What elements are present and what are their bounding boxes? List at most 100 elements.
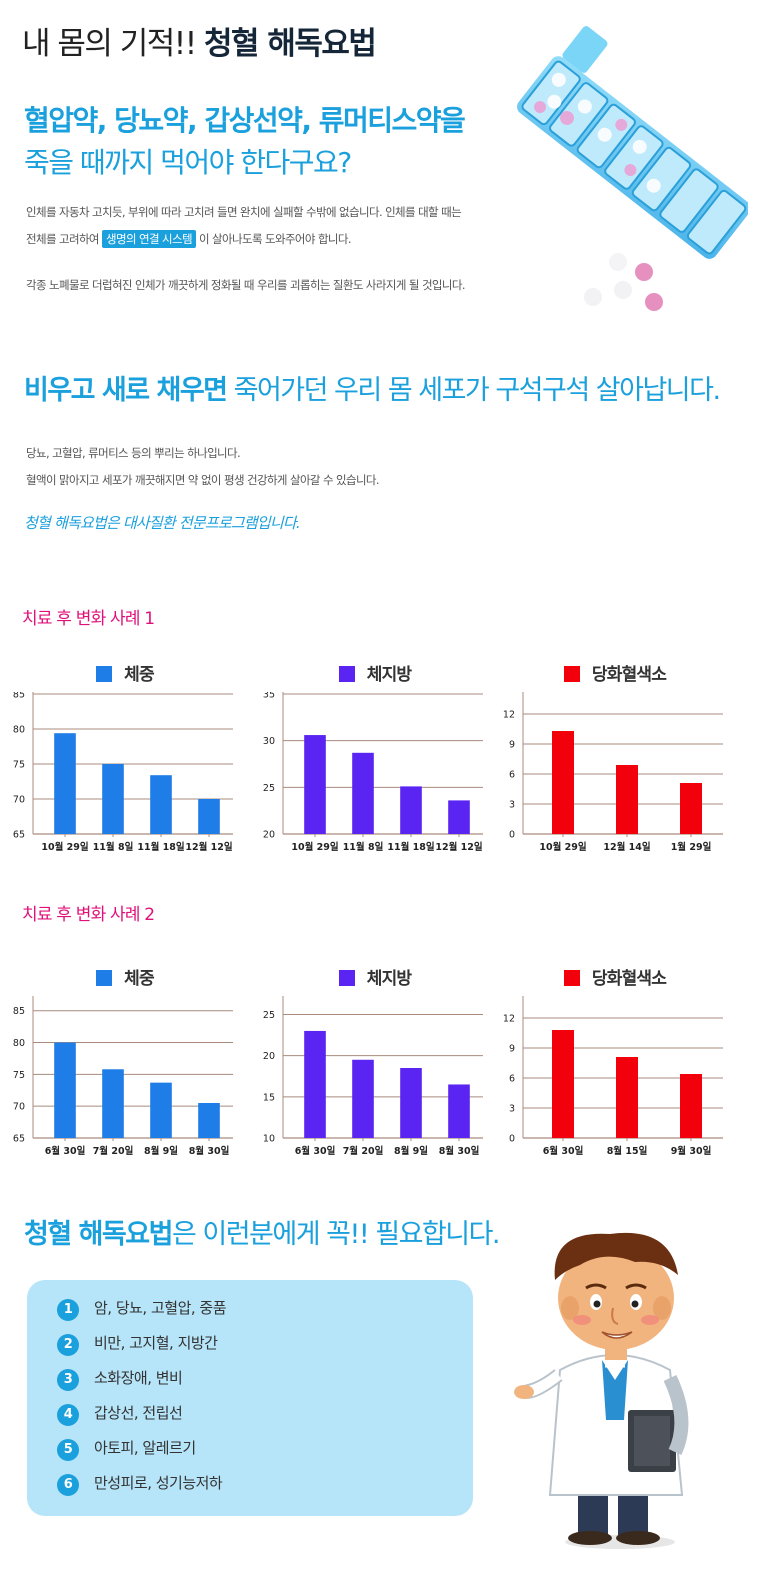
page-title: 내 몸의 기적!! 청혈 해독요법: [22, 18, 377, 63]
chart-legend: 당화혈색소: [495, 660, 735, 685]
x-tick-label: 1월 29일: [671, 841, 712, 853]
needs-list: 1 암, 당뇨, 고혈압, 중품 2 비만, 고지혈, 지방간 3 소화장애, 변비 …: [27, 1280, 473, 1516]
x-tick-label: 7월 20일: [93, 1145, 134, 1157]
bar: [552, 731, 574, 834]
x-tick-label: 10월 29일: [41, 841, 88, 853]
number-badge: 6: [57, 1474, 79, 1496]
y-tick-label: 9: [509, 1044, 515, 1055]
y-tick-label: 65: [13, 830, 25, 841]
list-item: 4 갑상선, 전립선: [57, 1402, 183, 1426]
legend-label: 체중: [124, 969, 154, 989]
y-tick-label: 75: [13, 760, 25, 771]
number-badge: 2: [57, 1334, 79, 1356]
x-tick-label: 8월 30일: [439, 1145, 480, 1157]
x-tick-label: 12월 14일: [603, 841, 650, 853]
number-badge: 3: [57, 1369, 79, 1391]
legend-swatch: [96, 970, 113, 986]
legend-swatch: [96, 666, 113, 682]
legend-swatch: [338, 666, 355, 682]
section2-line2: 혈액이 맑아지고 세포가 깨끗해지면 약 없이 평생 건강하게 살아갈 수 있습…: [26, 473, 380, 487]
list-item: 2 비만, 고지혈, 지방간: [57, 1332, 218, 1356]
x-tick-label: 10월 29일: [539, 841, 586, 853]
legend-label: 체지방: [366, 665, 412, 685]
chart-case2-hba1c: 당화혈색소 0 3 6 9 12 6월 30일 8월 15일 9월 30일: [495, 956, 735, 1176]
program-tagline: 청혈 해독요법은 대사질환 전문프로그램입니다.: [24, 514, 301, 532]
list-item: 6 만성피로, 성기능저하: [57, 1472, 223, 1496]
intro-headline: 혈압약, 당뇨약, 갑상선약, 류머티스약을 죽을 때까지 먹어야 한다구요?: [24, 100, 466, 184]
y-tick-label: 15: [263, 1092, 275, 1103]
legend-swatch: [563, 970, 580, 986]
legend-label: 체중: [124, 665, 154, 685]
chart-legend: 체중: [5, 964, 245, 989]
y-tick-label: 6: [509, 770, 515, 781]
list-item: 5 아토피, 알레르기: [57, 1437, 196, 1461]
intro-paragraph-2: 각종 노폐물로 더럽혀진 인체가 깨끗하게 정화될 때 우리를 괴롭히는 질환도…: [26, 278, 466, 292]
x-tick-label: 8월 9일: [394, 1145, 428, 1157]
bar: [400, 1068, 422, 1138]
bar: [400, 786, 422, 834]
y-tick-label: 12: [503, 710, 515, 721]
y-tick-label: 10: [263, 1134, 275, 1145]
number-badge: 1: [57, 1299, 79, 1321]
bar-chart-plot: 20 25 30 35 10월 29일 11월 8일 11월 18일 12월 12일: [263, 692, 483, 853]
chart-case2-bodyfat: 체지방 10 15 20 25 6월 30일 7월 20일 8월 9일 8월 30일: [255, 956, 495, 1176]
y-tick-label: 70: [13, 795, 25, 806]
bar-chart-plot: 10 15 20 25 6월 30일 7월 20일 8월 9일 8월 30일: [263, 996, 483, 1157]
highlight-badge: 생명의 연결 시스템: [101, 230, 196, 248]
doctor-illustration: [514, 1232, 689, 1549]
x-tick-label: 6월 30일: [45, 1145, 86, 1157]
bar: [198, 799, 220, 834]
bar: [616, 1057, 638, 1138]
x-tick-label: 8월 30일: [189, 1145, 230, 1157]
chart-legend: 체중: [5, 660, 245, 685]
bar: [54, 733, 76, 834]
bar-chart-plot: 0 3 6 9 12 10월 29일 12월 14일 1월 29일: [503, 692, 723, 853]
section2-headline: 비우고 새로 채우면 죽어가던 우리 몸 세포가 구석구석 살아납니다.: [24, 375, 721, 406]
bar: [54, 1042, 76, 1138]
list-item: 1 암, 당뇨, 고혈압, 중품: [57, 1297, 227, 1321]
y-tick-label: 75: [13, 1070, 25, 1081]
bar-chart-plot: 0 3 6 9 12 6월 30일 8월 15일 9월 30일: [503, 996, 723, 1157]
x-tick-label: 6월 30일: [543, 1145, 584, 1157]
y-tick-label: 25: [263, 1010, 275, 1021]
bar: [448, 800, 470, 834]
bar: [352, 752, 374, 834]
chart-case2-weight: 체중 65 70 75 80 85 6월 30일 7월 20일 8월 9일 8월 30일: [5, 956, 245, 1176]
chart-case1-hba1c: 당화혈색소 0 3 6 9 12 10월 29일 12월 14일 1월 29일: [495, 652, 735, 872]
list-item: 3 소화장애, 변비: [57, 1367, 183, 1391]
chart-case1-bodyfat: 체지방 20 25 30 35 10월 29일 11월 8일 11월 18일 12월 12일: [255, 652, 495, 872]
intro-headline-line1: 혈압약, 당뇨약, 갑상선약, 류머티스약을: [24, 104, 466, 137]
y-tick-label: 25: [263, 783, 275, 794]
legend-label: 체지방: [366, 969, 412, 989]
legend-label: 당화혈색소: [591, 665, 667, 685]
bar: [304, 735, 326, 834]
legend-swatch: [338, 970, 355, 986]
case1-title: 치료 후 변화 사례 1: [22, 609, 155, 629]
number-badge: 5: [57, 1439, 79, 1461]
y-tick-label: 12: [503, 1014, 515, 1025]
x-tick-label: 12월 12일: [435, 841, 482, 853]
bar: [198, 1103, 220, 1138]
legend-swatch: [563, 666, 580, 682]
y-tick-label: 20: [263, 1051, 275, 1062]
x-tick-label: 11월 8일: [343, 841, 384, 853]
y-tick-label: 85: [13, 692, 25, 701]
y-tick-label: 80: [13, 725, 25, 736]
chart-legend: 체지방: [255, 964, 495, 989]
x-tick-label: 9월 30일: [671, 1145, 712, 1157]
x-tick-label: 8월 9일: [144, 1145, 178, 1157]
x-tick-label: 8월 15일: [607, 1145, 648, 1157]
legend-label: 당화혈색소: [591, 969, 667, 989]
y-tick-label: 9: [509, 740, 515, 751]
y-tick-label: 80: [13, 1038, 25, 1049]
bar: [352, 1059, 374, 1138]
chart-case1-weight: 체중 65 70 75 80 85 10월 29일 11월 8일 11월 18일 12월 12일: [5, 652, 245, 872]
bar: [102, 1069, 124, 1138]
intro-p1-line2: 전체를 고려하여 생명의 연결 시스템 이 살아나도록 도와주어야 합니다.: [26, 230, 352, 248]
bar: [616, 765, 638, 834]
bar: [680, 783, 702, 834]
y-tick-label: 3: [509, 800, 515, 811]
x-tick-label: 6월 30일: [295, 1145, 336, 1157]
y-tick-label: 0: [509, 1134, 515, 1145]
title-light: 내 몸의 기적!!: [22, 26, 205, 62]
